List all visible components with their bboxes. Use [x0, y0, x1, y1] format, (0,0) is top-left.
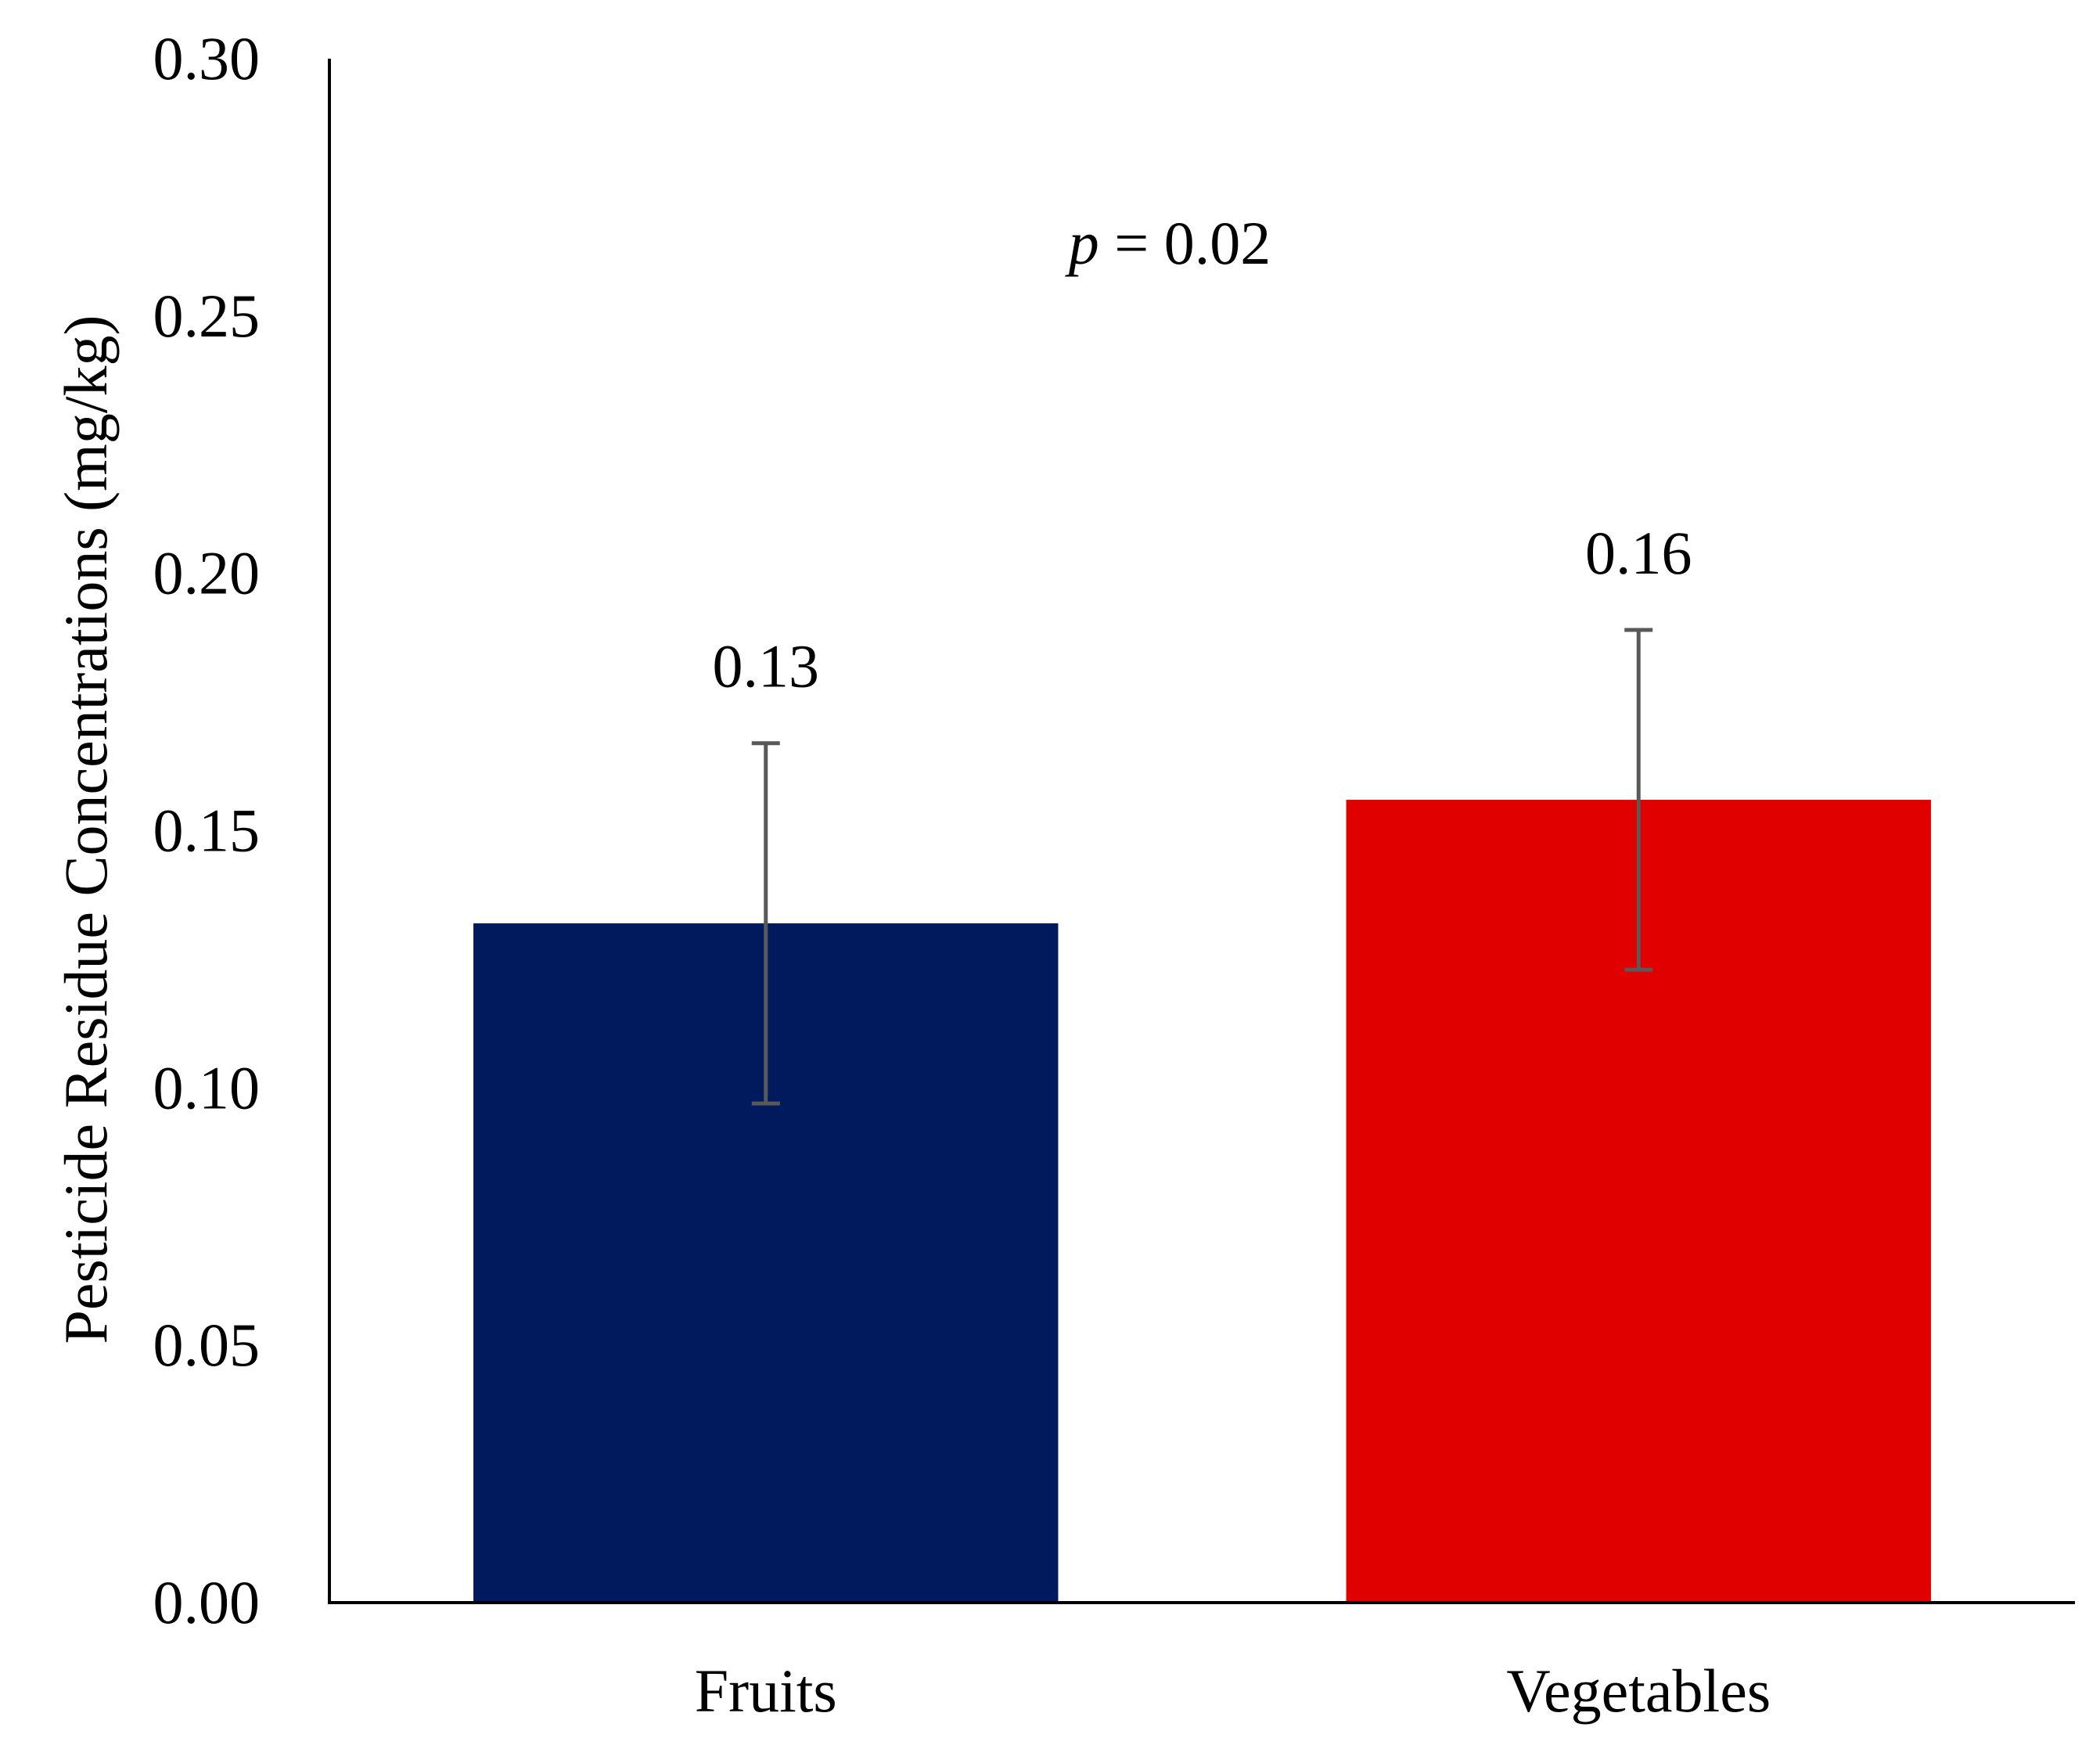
y-tick-label: 0.00 — [153, 1568, 261, 1636]
p-value-symbol: p — [1065, 209, 1099, 277]
y-tick-label: 0.30 — [153, 24, 261, 92]
y-tick-label: 0.15 — [153, 797, 261, 865]
y-tick-label: 0.10 — [153, 1053, 261, 1121]
x-category-label-vegetables: Vegetables — [1506, 1657, 1771, 1725]
p-value-annotation: p = 0.02 — [1065, 209, 1271, 277]
error-bars-group — [751, 628, 1653, 1106]
p-value-text: = 0.02 — [1099, 209, 1271, 277]
y-axis-ticks: 0.00 0.05 0.10 0.15 0.20 0.25 0.30 — [153, 24, 261, 1636]
y-tick-label: 0.05 — [153, 1311, 261, 1379]
bars-group — [473, 800, 1931, 1603]
y-tick-label: 0.25 — [153, 282, 261, 350]
data-labels-group: 0.13 0.16 — [713, 519, 1692, 700]
x-category-label-fruits: Fruits — [695, 1657, 837, 1725]
data-label-fruits: 0.13 — [713, 632, 820, 700]
x-axis-categories: Fruits Vegetables — [695, 1657, 1771, 1725]
data-label-vegetables: 0.16 — [1585, 519, 1692, 587]
y-axis-title: Pesticide Residue Concentrations (mg/kg) — [52, 315, 120, 1344]
y-tick-label: 0.20 — [153, 539, 261, 607]
